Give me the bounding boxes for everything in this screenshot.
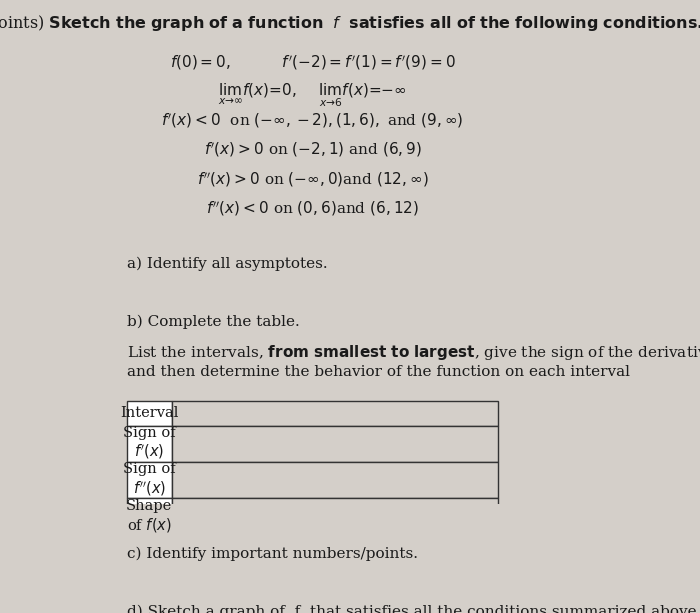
Text: List the intervals, $\bf{from\ smallest\ to\ largest}$, give the sign of the der: List the intervals, $\bf{from\ smallest\…: [127, 343, 700, 379]
Text: $\lim_{x \to \infty} f(x) = 0,$    $\lim_{x \to 6} f(x) = -\infty$: $\lim_{x \to \infty} f(x) = 0,$ $\lim_{x…: [218, 82, 407, 110]
Text: $f(0) = 0,$          $f'(-2) = f'(1) = f'(9) = 0$: $f(0) = 0,$ $f'(-2) = f'(1) = f'(9) = 0$: [169, 53, 456, 72]
Text: $f'(x) < 0$  on $(-\infty, -2), (1, 6),$ and $(9, \infty)$: $f'(x) < 0$ on $(-\infty, -2), (1, 6),$ …: [162, 112, 463, 130]
Text: $f'(x) > 0$ on $(-2, 1)$ and $(6, 9)$: $f'(x) > 0$ on $(-2, 1)$ and $(6, 9)$: [204, 140, 421, 159]
Text: d) Sketch a graph of  f  that satisfies all the conditions summarized above. Lab: d) Sketch a graph of f that satisfies al…: [127, 605, 700, 613]
Text: Sign of
$f'(x)$: Sign of $f'(x)$: [123, 426, 176, 462]
Bar: [127, 402, 172, 425]
Text: #1  (12 points) $\bf{Sketch\ the\ graph\ of\ a\ function}$  $\mathbf{\it{f}}$  $: #1 (12 points) $\bf{Sketch\ the\ graph\ …: [0, 13, 700, 34]
Bar: [172, 498, 498, 535]
Text: c) Identify important numbers/points.: c) Identify important numbers/points.: [127, 547, 418, 562]
Text: $f''(x) > 0$ on $(-\infty, 0)$and $(12, \infty)$: $f''(x) > 0$ on $(-\infty, 0)$and $(12, …: [197, 170, 428, 189]
Bar: [172, 425, 498, 462]
Bar: [127, 498, 172, 535]
Text: b) Complete the table.: b) Complete the table.: [127, 314, 300, 329]
Text: $f''(x) < 0$ on $(0, 6)$and $(6, 12)$: $f''(x) < 0$ on $(0, 6)$and $(6, 12)$: [206, 199, 419, 218]
Text: Interval: Interval: [120, 406, 178, 421]
Bar: [127, 425, 172, 462]
Bar: [172, 462, 498, 498]
Text: a) Identify all asymptotes.: a) Identify all asymptotes.: [127, 256, 328, 270]
Bar: [127, 462, 172, 498]
Bar: [172, 402, 498, 425]
Text: Shape
of $f(x)$: Shape of $f(x)$: [126, 499, 172, 534]
Text: Sign of
$f''(x)$: Sign of $f''(x)$: [123, 462, 176, 498]
